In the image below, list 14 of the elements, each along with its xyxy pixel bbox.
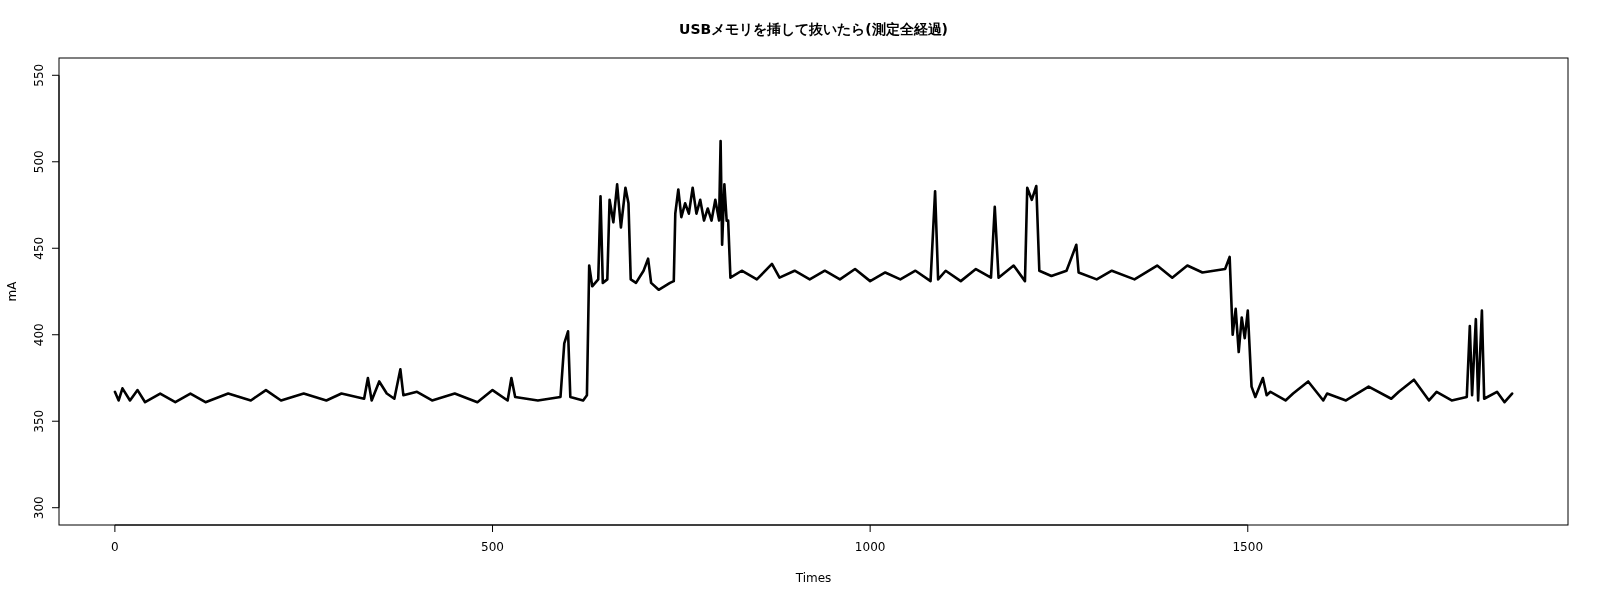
x-axis-title: Times bbox=[794, 571, 832, 585]
y-tick-label: 550 bbox=[32, 63, 46, 87]
x-tick-label: 500 bbox=[481, 540, 504, 554]
x-tick-label: 0 bbox=[111, 540, 119, 554]
line-series bbox=[113, 139, 1514, 404]
chart-title: USBメモリを挿して抜いたら(測定全経過) bbox=[679, 21, 948, 37]
y-tick-label: 350 bbox=[32, 409, 46, 433]
y-tick-label: 400 bbox=[32, 323, 46, 347]
y-axis-title: mA bbox=[5, 280, 19, 302]
y-tick-label: 500 bbox=[32, 150, 46, 174]
y-tick-label: 450 bbox=[32, 236, 46, 260]
y-tick-label: 300 bbox=[32, 496, 46, 520]
x-tick-label: 1500 bbox=[1232, 540, 1264, 554]
x-tick-label: 1000 bbox=[854, 540, 886, 554]
